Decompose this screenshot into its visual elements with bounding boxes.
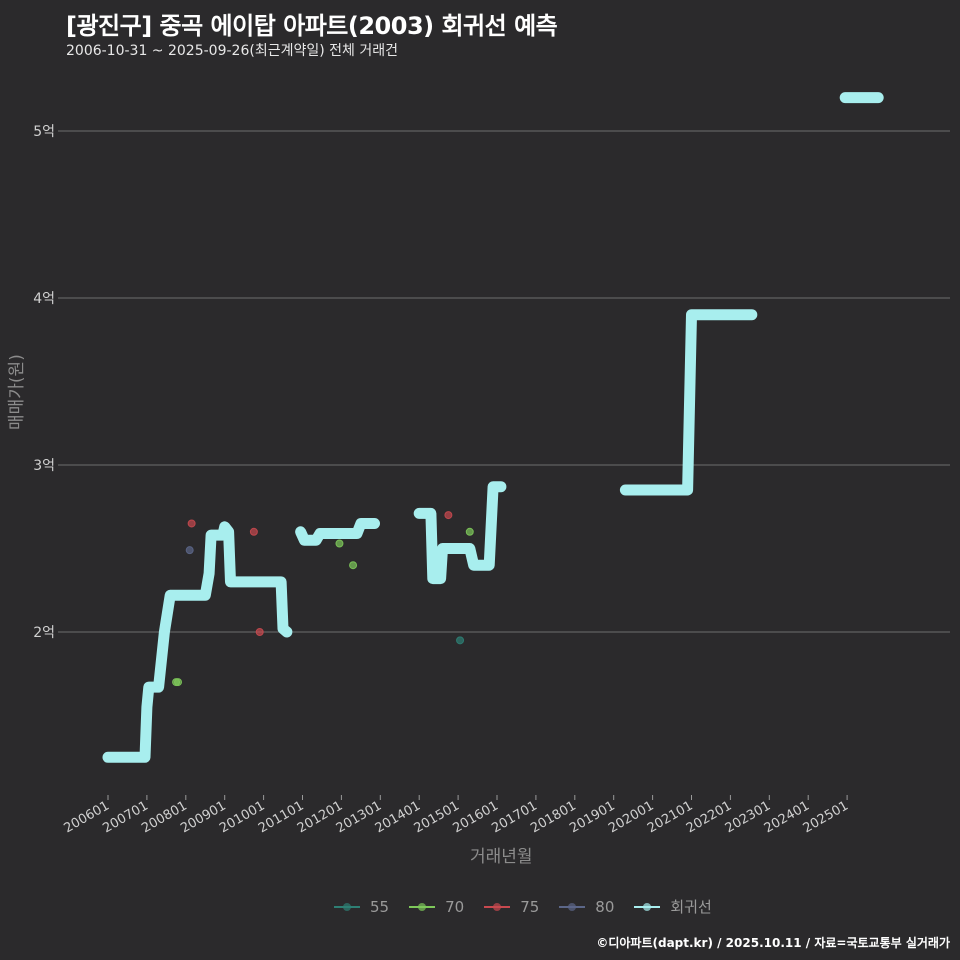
- legend-item: 80: [559, 898, 614, 916]
- regression-segment: [619, 309, 758, 496]
- y-axis-ticks: 2억 3억 4억 5억: [33, 124, 62, 641]
- source-credit: ©디아파트(dapt.kr) / 2025.10.11 / 자료=국토교통부 실…: [596, 936, 950, 950]
- chart-subtitle: 2006-10-31 ~ 2025-09-26(최근계약일) 전체 거래건: [66, 43, 398, 59]
- legend-swatch-icon: [334, 900, 360, 914]
- legend-item: 회귀선: [634, 896, 712, 917]
- x-tick-label: 202501: [801, 798, 851, 836]
- data-point-80: [185, 546, 194, 555]
- legend-item: 75: [484, 898, 539, 916]
- data-point-75: [249, 527, 258, 536]
- legend-label: 70: [445, 897, 465, 916]
- regression-line: [102, 92, 884, 763]
- y-tick-label: 3억: [33, 458, 55, 474]
- scatter-points: [172, 511, 474, 687]
- regression-segment: [295, 518, 380, 546]
- y-tick-label: 4억: [33, 291, 55, 307]
- legend-swatch-icon: [484, 900, 511, 914]
- legend-label: 80: [595, 897, 615, 916]
- y-axis-label: 매매가(원): [7, 354, 27, 430]
- data-point-75: [444, 511, 453, 520]
- gridlines: [62, 130, 950, 633]
- legend-label: 회귀선: [670, 898, 712, 916]
- y-tick-label: 2억: [33, 625, 55, 641]
- data-point-70: [335, 539, 344, 548]
- legend-label: 55: [370, 897, 390, 916]
- legend-label: 75: [520, 897, 540, 916]
- legend-item: 70: [409, 898, 464, 916]
- data-point-55: [456, 636, 465, 645]
- data-point-70: [174, 678, 183, 687]
- legend: 55 70 75 80 회귀선: [334, 896, 732, 917]
- data-point-70: [349, 561, 358, 570]
- data-point-75: [255, 628, 264, 636]
- x-axis-ticks: 2006012007012008012009012010012011012012…: [62, 795, 851, 836]
- legend-item: 55: [334, 898, 389, 916]
- legend-swatch-icon: [634, 900, 661, 914]
- y-tick-label: 5억: [33, 124, 55, 140]
- regression-segment: [102, 521, 293, 763]
- x-axis-label: 거래년월: [470, 847, 533, 867]
- regression-segment: [413, 481, 507, 585]
- chart-title: [광진구] 중곡 에이탑 아파트(2003) 회귀선 예측: [66, 12, 558, 40]
- legend-swatch-icon: [409, 900, 436, 914]
- legend-swatch-icon: [559, 900, 586, 914]
- data-point-70: [465, 527, 474, 536]
- data-point-75: [187, 519, 196, 528]
